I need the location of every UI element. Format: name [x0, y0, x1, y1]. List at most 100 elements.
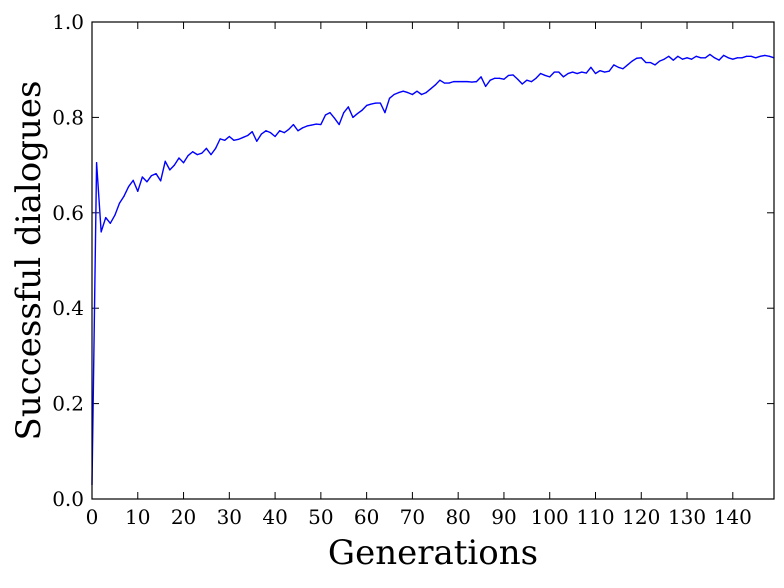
series-line	[91, 53, 775, 485]
data-point	[604, 71, 606, 73]
data-point	[663, 58, 665, 60]
data-point	[549, 76, 551, 78]
data-point	[260, 133, 262, 135]
data-point	[343, 112, 345, 114]
data-point	[622, 68, 624, 70]
data-point	[741, 57, 743, 59]
data-point	[649, 61, 652, 64]
data-point	[402, 90, 404, 92]
data-point	[109, 222, 111, 224]
data-point	[681, 58, 684, 60]
data-point	[150, 174, 153, 177]
data-point	[182, 162, 185, 164]
data-point	[462, 81, 464, 83]
x-tick-label: 20	[171, 505, 196, 529]
data-point	[594, 72, 597, 75]
x-tick-label: 90	[491, 505, 516, 529]
data-point	[535, 77, 537, 79]
x-tick-label: 50	[308, 505, 333, 529]
y-tick-label: 0.0	[52, 487, 84, 511]
x-tick-label: 30	[217, 505, 242, 529]
data-point	[379, 102, 381, 104]
axes-frame	[91, 21, 775, 500]
data-point	[755, 57, 757, 59]
data-point	[237, 138, 240, 140]
data-point	[608, 70, 610, 72]
data-point	[128, 185, 130, 188]
data-point	[640, 57, 642, 59]
data-point	[764, 54, 766, 56]
data-point	[658, 60, 661, 62]
data-point	[288, 128, 290, 130]
data-point	[137, 190, 139, 192]
data-point	[727, 57, 729, 59]
data-point	[480, 76, 482, 78]
data-point	[347, 106, 349, 108]
data-point	[224, 139, 226, 141]
data-point	[160, 180, 162, 182]
y-tick-label: 0.6	[52, 201, 84, 225]
data-point	[256, 140, 258, 142]
x-tick-label: 70	[400, 505, 425, 529]
data-point	[155, 173, 157, 175]
data-point	[585, 72, 587, 74]
data-point	[526, 79, 528, 81]
data-point	[485, 85, 487, 87]
data-point	[265, 130, 267, 132]
data-point	[617, 66, 619, 68]
data-point	[590, 66, 592, 68]
data-point	[645, 61, 647, 64]
data-point	[494, 77, 496, 79]
data-point	[768, 55, 771, 57]
data-point	[411, 93, 414, 96]
data-point	[654, 64, 656, 66]
data-point	[562, 76, 565, 78]
data-point	[301, 127, 304, 129]
data-point	[187, 154, 189, 157]
data-point	[530, 81, 533, 83]
y-tick-label: 1.0	[52, 10, 84, 34]
data-point	[517, 78, 519, 80]
data-point	[736, 57, 738, 59]
data-point	[251, 131, 253, 133]
data-point	[425, 91, 427, 94]
x-tick-label: 130	[668, 505, 706, 529]
data-point	[306, 125, 308, 127]
data-point	[553, 71, 555, 73]
data-point	[201, 152, 203, 154]
plot-area	[91, 53, 775, 486]
data-point	[173, 164, 175, 166]
data-point	[498, 77, 500, 79]
data-point	[576, 72, 578, 75]
data-point	[631, 60, 633, 62]
data-point	[713, 57, 716, 59]
data-point	[105, 216, 107, 219]
ticks: 0 10 20 30 40 50 60 70 80 90 100 110 120 130 140 0.0 0.2…	[52, 10, 774, 529]
data-point	[297, 130, 299, 132]
x-tick-label: 80	[445, 505, 470, 529]
data-point	[356, 112, 359, 115]
data-point	[695, 55, 697, 57]
data-point	[118, 202, 121, 204]
data-point	[274, 135, 276, 138]
data-point	[228, 135, 230, 138]
data-point	[539, 72, 542, 75]
data-point	[361, 109, 363, 111]
data-point	[672, 59, 674, 61]
data-point	[420, 93, 423, 96]
data-point	[745, 55, 748, 57]
x-tick-label: 10	[125, 505, 150, 529]
data-point	[214, 147, 217, 150]
data-point	[333, 117, 336, 119]
data-point	[283, 132, 285, 134]
x-tick-label: 120	[622, 505, 660, 529]
data-point	[141, 176, 143, 178]
x-tick-label: 60	[354, 505, 379, 529]
x-tick-label: 40	[262, 505, 287, 529]
data-point	[279, 130, 281, 132]
data-point	[196, 154, 198, 156]
data-point	[95, 162, 98, 164]
data-point	[718, 59, 720, 61]
data-point	[178, 157, 180, 159]
